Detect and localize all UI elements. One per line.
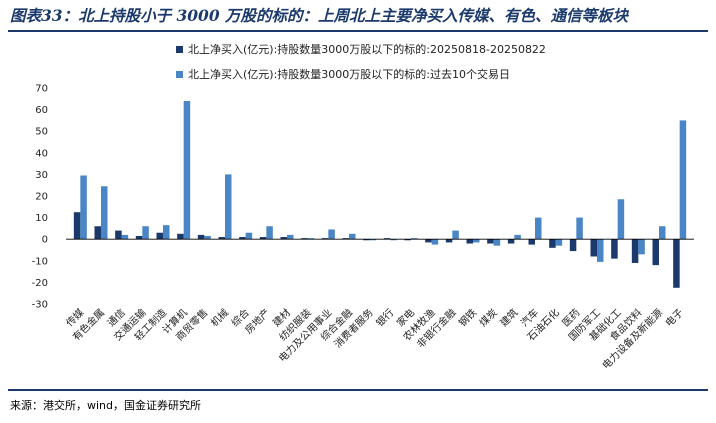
legend-label-series-2: 北上净买入(亿元):持股数量3000万股以下的标的:过去10个交易日 xyxy=(188,67,510,81)
bar-series-2 xyxy=(411,238,418,240)
y-tick-label: 40 xyxy=(35,148,48,159)
bar-series-2 xyxy=(576,217,583,240)
bar-series-1 xyxy=(445,239,453,243)
x-tick-label: 钢铁 xyxy=(456,306,479,329)
bar-series-1 xyxy=(342,238,349,240)
bar-series-1 xyxy=(73,212,81,240)
bar-series-1 xyxy=(197,234,205,240)
bar-series-2 xyxy=(535,217,542,240)
bar-series-2 xyxy=(101,186,108,240)
bar-series-2 xyxy=(617,199,625,240)
bar-series-1 xyxy=(259,237,267,240)
legend-label-series-1: 北上净买入(亿元):持股数量3000万股以下的标的:20250818-20250… xyxy=(188,42,546,56)
bar-series-2 xyxy=(390,239,397,241)
bar-series-2 xyxy=(204,235,211,240)
bar-series-2 xyxy=(80,175,87,240)
bar-series-2 xyxy=(369,239,377,241)
bar-series-1 xyxy=(549,239,556,248)
chart-bars xyxy=(73,100,687,288)
bar-series-2 xyxy=(431,239,439,245)
y-tick-label: -10 xyxy=(32,256,48,267)
bar-series-1 xyxy=(94,226,101,240)
bar-series-2 xyxy=(597,239,604,262)
x-tick-label: 机械 xyxy=(208,306,231,329)
y-tick-label: 20 xyxy=(35,192,48,203)
x-tick-label: 建筑 xyxy=(497,306,520,329)
figure-title: 图表33：北上持股小于 3000 万股的标的：上周北上主要净买入传媒、有色、通信… xyxy=(10,6,629,25)
bar-series-2 xyxy=(163,225,170,240)
y-tick-label: 60 xyxy=(35,105,48,116)
bar-series-1 xyxy=(301,238,308,240)
bar-series-2 xyxy=(266,226,273,240)
bar-series-2 xyxy=(452,230,459,240)
bar-series-1 xyxy=(507,239,515,244)
bar-series-1 xyxy=(590,239,597,257)
bar-series-1 xyxy=(425,239,432,243)
y-tick-label: 50 xyxy=(35,127,48,138)
bar-series-1 xyxy=(156,232,163,240)
bar-series-2 xyxy=(659,226,666,240)
bar-series-1 xyxy=(631,239,639,263)
bar-series-2 xyxy=(225,174,232,240)
bar-series-2 xyxy=(638,239,645,255)
bar-series-2 xyxy=(142,226,149,240)
x-tick-label: 银行 xyxy=(373,306,396,329)
bar-series-2 xyxy=(307,238,315,240)
bar-series-1 xyxy=(611,239,618,259)
bar-series-1 xyxy=(177,233,184,240)
bar-series-1 xyxy=(280,237,287,240)
bar-series-2 xyxy=(287,234,294,240)
bar-series-2 xyxy=(514,234,521,240)
y-tick-label: 30 xyxy=(35,170,48,181)
x-tick-label: 煤炭 xyxy=(476,306,499,329)
bar-series-1 xyxy=(239,237,246,240)
bar-series-1 xyxy=(652,239,659,266)
y-axis: -30 -20 -10 0 10 20 30 40 50 60 70 xyxy=(32,84,48,311)
bar-series-2 xyxy=(121,234,129,240)
bar-series-2 xyxy=(555,239,563,246)
legend-swatch-series-1 xyxy=(176,46,183,53)
bar-series-1 xyxy=(383,238,391,240)
bar-series-1 xyxy=(569,239,577,252)
bar-series-1 xyxy=(673,239,680,288)
bar-series-2 xyxy=(245,232,253,240)
y-tick-label: 0 xyxy=(42,235,48,246)
bar-series-2 xyxy=(349,233,356,240)
bar-series-1 xyxy=(466,239,473,244)
bar-series-2 xyxy=(679,120,687,240)
bar-series-1 xyxy=(487,239,494,244)
bar-series-2 xyxy=(328,229,335,240)
bar-series-1 xyxy=(321,238,329,240)
bar-series-2 xyxy=(493,239,501,246)
source-note: 来源：港交所，wind，国金证券研究所 xyxy=(10,399,202,412)
bar-chart: 北上净买入(亿元):持股数量3000万股以下的标的:20250818-20250… xyxy=(32,42,694,372)
title-rule xyxy=(8,30,708,32)
y-tick-label: 70 xyxy=(35,84,48,95)
x-axis-labels: 传媒有色金属通信交通运输轻工制造计算机商贸零售机械综合房地产建材纺织服装电力及公… xyxy=(64,306,686,372)
chart-legend: 北上净买入(亿元):持股数量3000万股以下的标的:20250818-20250… xyxy=(176,42,546,81)
bar-series-1 xyxy=(404,239,411,241)
bar-series-1 xyxy=(528,239,535,245)
bar-series-2 xyxy=(183,100,191,240)
bar-series-1 xyxy=(135,235,143,240)
y-tick-label: -20 xyxy=(32,278,48,289)
x-tick-label: 电子 xyxy=(662,306,685,329)
y-tick-label: -30 xyxy=(32,300,48,311)
bar-series-1 xyxy=(218,237,225,240)
bar-series-1 xyxy=(115,230,122,240)
bar-series-2 xyxy=(473,239,480,243)
legend-swatch-series-2 xyxy=(176,71,183,78)
footer-rule xyxy=(8,389,708,391)
y-tick-label: 10 xyxy=(35,213,48,224)
bar-series-1 xyxy=(363,239,370,241)
